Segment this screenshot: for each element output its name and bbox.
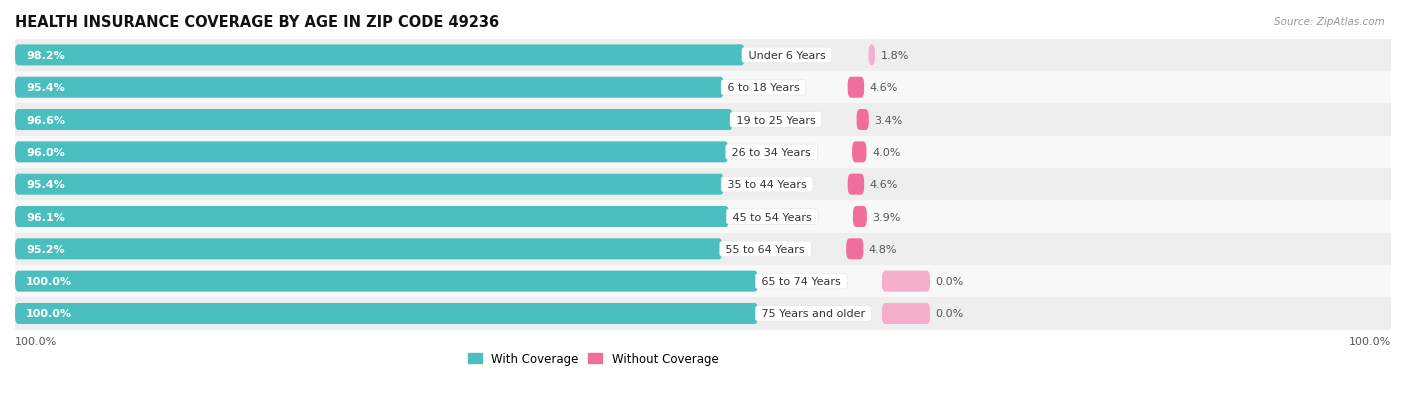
- FancyBboxPatch shape: [15, 110, 733, 131]
- FancyBboxPatch shape: [15, 174, 724, 195]
- Bar: [15, 233, 1391, 265]
- FancyBboxPatch shape: [869, 45, 875, 66]
- Text: 35 to 44 Years: 35 to 44 Years: [724, 180, 810, 190]
- Bar: [15, 201, 1391, 233]
- Legend: With Coverage, Without Coverage: With Coverage, Without Coverage: [463, 347, 723, 370]
- Text: 75 Years and older: 75 Years and older: [758, 309, 869, 319]
- FancyBboxPatch shape: [15, 239, 723, 260]
- FancyBboxPatch shape: [15, 78, 724, 98]
- Bar: [15, 72, 1391, 104]
- Text: 95.4%: 95.4%: [25, 83, 65, 93]
- Text: Source: ZipAtlas.com: Source: ZipAtlas.com: [1274, 17, 1385, 26]
- FancyBboxPatch shape: [848, 78, 865, 98]
- Text: 26 to 34 Years: 26 to 34 Years: [728, 147, 814, 157]
- FancyBboxPatch shape: [15, 206, 730, 228]
- Bar: [15, 136, 1391, 169]
- Text: 6 to 18 Years: 6 to 18 Years: [724, 83, 803, 93]
- Bar: [15, 104, 1391, 136]
- Text: 96.0%: 96.0%: [25, 147, 65, 157]
- Text: 100.0%: 100.0%: [15, 336, 58, 346]
- Text: HEALTH INSURANCE COVERAGE BY AGE IN ZIP CODE 49236: HEALTH INSURANCE COVERAGE BY AGE IN ZIP …: [15, 15, 499, 30]
- FancyBboxPatch shape: [856, 110, 869, 131]
- Bar: [15, 169, 1391, 201]
- Text: 55 to 64 Years: 55 to 64 Years: [723, 244, 808, 254]
- Text: Under 6 Years: Under 6 Years: [745, 51, 830, 61]
- Text: 1.8%: 1.8%: [880, 51, 908, 61]
- Text: 100.0%: 100.0%: [25, 276, 72, 287]
- Text: 95.2%: 95.2%: [25, 244, 65, 254]
- Text: 95.4%: 95.4%: [25, 180, 65, 190]
- FancyBboxPatch shape: [882, 303, 929, 324]
- FancyBboxPatch shape: [852, 142, 866, 163]
- FancyBboxPatch shape: [15, 142, 728, 163]
- FancyBboxPatch shape: [15, 303, 758, 324]
- FancyBboxPatch shape: [848, 174, 865, 195]
- FancyBboxPatch shape: [853, 206, 868, 228]
- FancyBboxPatch shape: [846, 239, 863, 260]
- Text: 4.6%: 4.6%: [870, 83, 898, 93]
- Text: 100.0%: 100.0%: [1348, 336, 1391, 346]
- Text: 3.4%: 3.4%: [875, 115, 903, 125]
- FancyBboxPatch shape: [882, 271, 929, 292]
- Text: 4.0%: 4.0%: [872, 147, 900, 157]
- Text: 0.0%: 0.0%: [935, 276, 963, 287]
- Text: 65 to 74 Years: 65 to 74 Years: [758, 276, 844, 287]
- Text: 96.6%: 96.6%: [25, 115, 65, 125]
- Bar: [15, 265, 1391, 298]
- FancyBboxPatch shape: [15, 271, 758, 292]
- Bar: [15, 40, 1391, 72]
- Text: 45 to 54 Years: 45 to 54 Years: [730, 212, 815, 222]
- Text: 0.0%: 0.0%: [935, 309, 963, 319]
- Text: 4.8%: 4.8%: [869, 244, 897, 254]
- Bar: [15, 298, 1391, 330]
- Text: 100.0%: 100.0%: [25, 309, 72, 319]
- Text: 96.1%: 96.1%: [25, 212, 65, 222]
- Text: 3.9%: 3.9%: [872, 212, 901, 222]
- Text: 4.6%: 4.6%: [870, 180, 898, 190]
- FancyBboxPatch shape: [15, 45, 745, 66]
- Text: 98.2%: 98.2%: [25, 51, 65, 61]
- Text: 19 to 25 Years: 19 to 25 Years: [733, 115, 820, 125]
